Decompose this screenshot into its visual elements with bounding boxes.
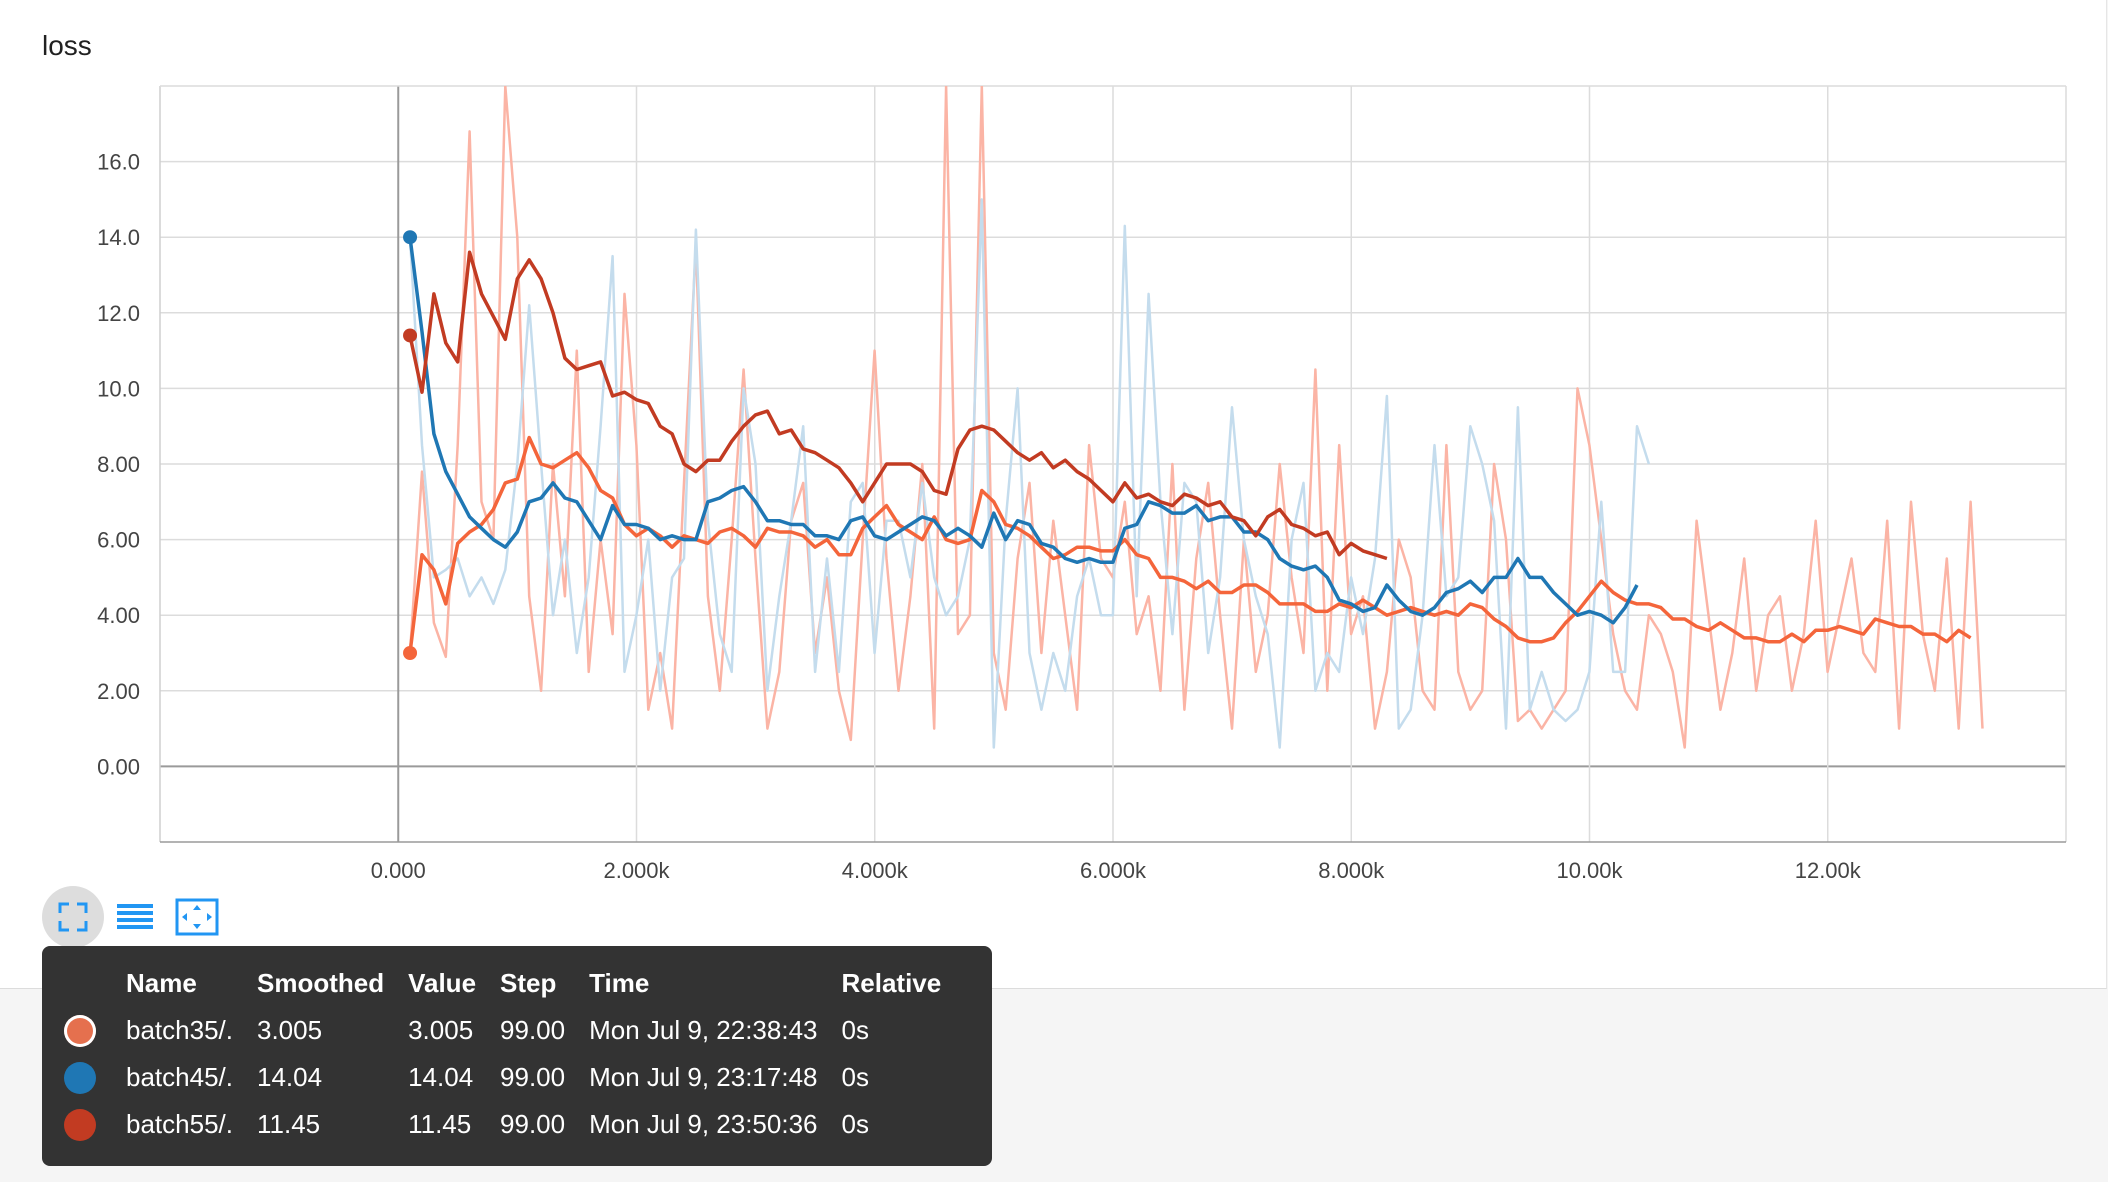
tooltip-header-time: Time (589, 960, 841, 1007)
y-tick-label: 6.00 (97, 528, 140, 553)
tooltip-cell-color (64, 1054, 126, 1101)
tooltip-cell-color (64, 1007, 126, 1054)
tooltip-cell-value: 14.04 (408, 1054, 500, 1101)
tooltip-cell-value: 3.005 (408, 1007, 500, 1054)
x-tick-label: 12.00k (1795, 858, 1862, 883)
raw-series (410, 86, 1983, 748)
toggle-log-scale-button[interactable] (104, 886, 166, 948)
tooltip-cell-step: 99.00 (500, 1007, 589, 1054)
loss-chart[interactable]: 0.00 2.00 4.00 6.00 8.00 10.0 12.0 14.0 16.0 0.00… (0, 0, 2106, 900)
raw-line-batch45 (410, 199, 1649, 747)
series-color-dot (64, 1015, 96, 1047)
tooltip-cell-time: Mon Jul 9, 23:50:36 (589, 1101, 841, 1148)
tooltip-row: batch35/. 3.005 3.005 99.00 Mon Jul 9, 2… (64, 1007, 965, 1054)
data-tooltip: Name Smoothed Value Step Time Relative b… (42, 946, 992, 1166)
fit-domain-button[interactable] (166, 886, 228, 948)
hover-point-batch35 (403, 646, 417, 660)
y-tick-label: 0.00 (97, 754, 140, 779)
fullscreen-button[interactable] (42, 886, 104, 948)
y-tick-label: 12.0 (97, 301, 140, 326)
tooltip-row: batch55/. 11.45 11.45 99.00 Mon Jul 9, 2… (64, 1101, 965, 1148)
tooltip-cell-name: batch45/. (126, 1054, 257, 1101)
tooltip-cell-step: 99.00 (500, 1101, 589, 1148)
tooltip-cell-smoothed: 14.04 (257, 1054, 408, 1101)
y-tick-label: 2.00 (97, 679, 140, 704)
tooltip-cell-step: 99.00 (500, 1054, 589, 1101)
tooltip-cell-smoothed: 11.45 (257, 1101, 408, 1148)
raw-line-batch35 (410, 86, 1983, 748)
tooltip-header-color (64, 960, 126, 1007)
fit-domain-icon (166, 886, 228, 948)
hover-point-batch55 (403, 328, 417, 342)
tooltip-cell-value: 11.45 (408, 1101, 500, 1148)
tooltip-cell-name: batch35/. (126, 1007, 257, 1054)
x-tick-label: 6.000k (1080, 858, 1147, 883)
tooltip-cell-time: Mon Jul 9, 23:17:48 (589, 1054, 841, 1101)
grid (160, 86, 2066, 842)
y-tick-label: 10.0 (97, 376, 140, 401)
series-color-dot (64, 1062, 96, 1094)
hover-point-batch45 (403, 230, 417, 244)
tooltip-table: Name Smoothed Value Step Time Relative b… (64, 960, 965, 1148)
x-tick-label: 4.000k (842, 858, 909, 883)
x-tick-label: 2.000k (603, 858, 670, 883)
tooltip-header-relative: Relative (842, 960, 966, 1007)
y-tick-label: 4.00 (97, 603, 140, 628)
y-tick-label: 16.0 (97, 150, 140, 175)
tooltip-header-smoothed: Smoothed (257, 960, 408, 1007)
x-tick-label: 0.000 (371, 858, 426, 883)
x-tick-label: 8.000k (1318, 858, 1385, 883)
y-tick-label: 14.0 (97, 225, 140, 250)
tooltip-header-step: Step (500, 960, 589, 1007)
tooltip-cell-name: batch55/. (126, 1101, 257, 1148)
fullscreen-icon (42, 886, 104, 948)
series-color-dot (64, 1109, 96, 1141)
x-tick-label: 10.00k (1556, 858, 1623, 883)
chart-card: loss 0.00 2.00 4.00 6.00 8.00 10.0 12.0 14.0 16.… (0, 0, 2107, 989)
tooltip-row: batch45/. 14.04 14.04 99.00 Mon Jul 9, 2… (64, 1054, 965, 1101)
tooltip-cell-smoothed: 3.005 (257, 1007, 408, 1054)
tooltip-cell-relative: 0s (842, 1101, 966, 1148)
tooltip-cell-relative: 0s (842, 1007, 966, 1054)
tooltip-header-row: Name Smoothed Value Step Time Relative (64, 960, 965, 1007)
tooltip-header-value: Value (408, 960, 500, 1007)
tooltip-cell-relative: 0s (842, 1054, 966, 1101)
tooltip-cell-color (64, 1101, 126, 1148)
tooltip-cell-time: Mon Jul 9, 22:38:43 (589, 1007, 841, 1054)
y-tick-label: 8.00 (97, 452, 140, 477)
tooltip-header-name: Name (126, 960, 257, 1007)
list-lines-icon (104, 886, 166, 948)
